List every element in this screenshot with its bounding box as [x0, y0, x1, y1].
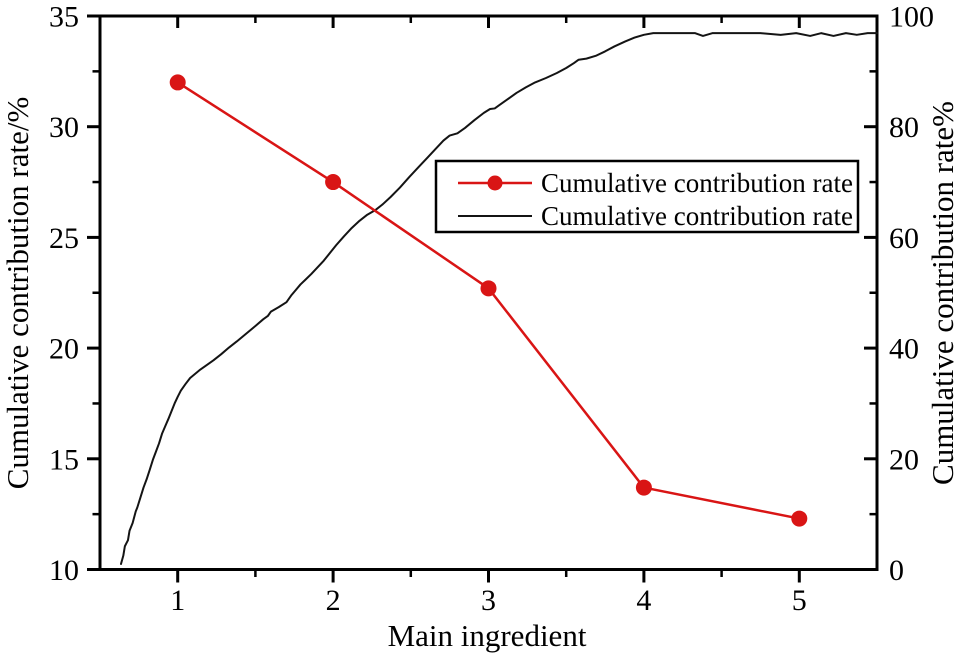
data-point-marker — [325, 174, 342, 191]
y-right-tick-label: 20 — [889, 443, 919, 476]
y-left-tick-label: 10 — [49, 554, 79, 587]
cumulative-rate-curve — [119, 32, 878, 565]
y-left-tick-label: 35 — [49, 1, 79, 34]
x-tick-label: 1 — [170, 584, 185, 617]
y-right-tick-label: 60 — [889, 222, 919, 255]
data-point-marker — [791, 510, 808, 527]
y-left-tick-label: 15 — [49, 443, 79, 476]
axis-tick-labels: 1 2 3 4 5 10 15 20 25 30 35 0 20 40 60 80 100 — [49, 1, 934, 618]
x-tick-label: 2 — [326, 584, 341, 617]
y-right-axis-title: Cumulative contribution rate% — [925, 101, 960, 485]
x-axis-title: Main ingredient — [388, 618, 587, 653]
data-point-marker — [169, 74, 186, 91]
y-right-tick-label: 100 — [889, 1, 934, 34]
legend-label: Cumulative contribution rate — [541, 168, 853, 198]
y-right-tick-label: 80 — [889, 111, 919, 144]
axis-ticks — [87, 14, 877, 583]
y-left-axis-title: Cumulative contribution rate/% — [0, 97, 35, 490]
legend-entry-contribution: Cumulative contribution rate — [458, 168, 853, 198]
legend-box — [434, 159, 860, 234]
contribution-rate-polyline — [177, 81, 800, 520]
y-right-tick-label: 0 — [889, 554, 904, 587]
cumulative-rate-polyline — [119, 32, 878, 565]
legend-marker-red-circle — [487, 175, 503, 191]
x-tick-label: 3 — [481, 584, 496, 617]
x-tick-label: 4 — [636, 584, 651, 617]
legend-entry-cumulative: Cumulative contribution rate — [458, 201, 853, 231]
legend-label: Cumulative contribution rate — [541, 201, 853, 231]
y-left-tick-label: 25 — [49, 222, 79, 255]
data-point-marker — [635, 479, 652, 496]
y-left-tick-label: 30 — [49, 111, 79, 144]
y-right-tick-label: 40 — [889, 333, 919, 366]
y-left-tick-label: 20 — [49, 333, 79, 366]
contribution-rate-line — [169, 74, 808, 527]
legend: Cumulative contribution rate Cumulative … — [434, 159, 860, 234]
data-point-marker — [480, 280, 497, 297]
x-tick-label: 5 — [792, 584, 807, 617]
